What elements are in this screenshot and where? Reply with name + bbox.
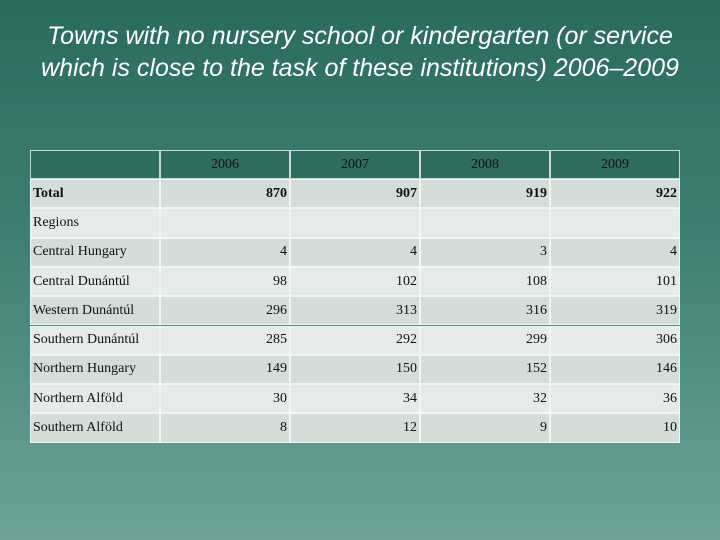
value-cell: 299 <box>420 325 550 355</box>
row-label: Western Dunántúl <box>30 296 160 326</box>
value-cell <box>160 208 290 238</box>
value-cell: 4 <box>160 237 290 267</box>
value-cell: 30 <box>160 384 290 414</box>
value-cell: 292 <box>290 325 420 355</box>
value-cell: 10 <box>550 413 680 443</box>
value-cell: 306 <box>550 325 680 355</box>
row-label: Central Hungary <box>30 237 160 267</box>
value-cell: 149 <box>160 354 290 385</box>
year-header: 2009 <box>550 150 680 179</box>
year-header: 2007 <box>290 150 420 179</box>
value-cell: 313 <box>290 296 420 326</box>
value-cell: 146 <box>550 354 680 385</box>
value-cell: 919 <box>420 179 550 209</box>
value-cell: 9 <box>420 413 550 443</box>
value-cell: 8 <box>160 413 290 443</box>
row-label: Southern Alföld <box>30 413 160 443</box>
year-header: 2008 <box>420 150 550 179</box>
value-cell: 108 <box>420 266 550 297</box>
row-label: Regions <box>30 208 160 238</box>
value-cell: 102 <box>290 266 420 297</box>
value-cell: 152 <box>420 354 550 385</box>
value-cell: 285 <box>160 325 290 355</box>
value-cell <box>420 208 550 238</box>
value-cell: 316 <box>420 296 550 326</box>
value-cell: 98 <box>160 266 290 297</box>
value-cell: 296 <box>160 296 290 326</box>
value-cell: 4 <box>550 237 680 267</box>
value-cell: 3 <box>420 237 550 267</box>
year-header: 2006 <box>160 150 290 179</box>
value-cell <box>550 208 680 238</box>
value-cell: 34 <box>290 384 420 414</box>
slide-title: Towns with no nursery school or kinderga… <box>41 22 679 82</box>
value-cell <box>290 208 420 238</box>
row-label: Northern Hungary <box>30 354 160 385</box>
value-cell: 150 <box>290 354 420 385</box>
value-cell: 319 <box>550 296 680 326</box>
header-cell <box>30 150 160 179</box>
value-cell: 922 <box>550 179 680 209</box>
row-label: Southern Dunántúl <box>30 325 160 355</box>
value-cell: 101 <box>550 266 680 297</box>
value-cell: 907 <box>290 179 420 209</box>
value-cell: 870 <box>160 179 290 209</box>
row-label: Total <box>30 179 160 209</box>
value-cell: 32 <box>420 384 550 414</box>
value-cell: 12 <box>290 413 420 443</box>
row-label: Central Dunántúl <box>30 266 160 297</box>
value-cell: 4 <box>290 237 420 267</box>
value-cell: 36 <box>550 384 680 414</box>
row-label: Northern Alföld <box>30 384 160 414</box>
